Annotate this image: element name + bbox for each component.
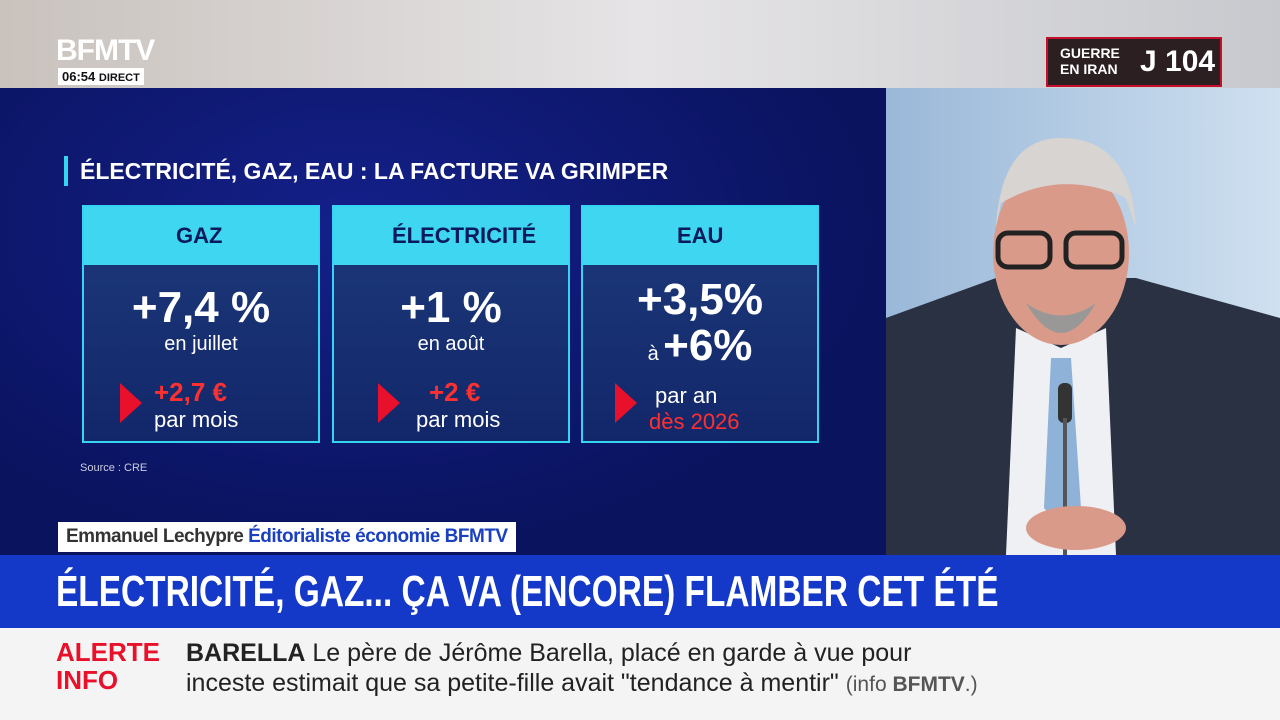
- since: dès 2026: [649, 409, 740, 434]
- arrow: [378, 383, 400, 423]
- period: par mois: [416, 407, 501, 432]
- amount: +2,7 €: [154, 377, 228, 407]
- topic: BARELLA: [186, 639, 306, 667]
- ticker-line: Le père de Jérôme Barella, placé en gard…: [312, 639, 912, 667]
- period: par mois: [154, 407, 239, 432]
- amount: +2 €: [429, 377, 481, 407]
- guest-name: Emmanuel Lechypre: [66, 526, 244, 547]
- info-panel: ÉLECTRICITÉ, GAZ, EAU : LA FACTURE VA GR…: [0, 88, 886, 555]
- period: par an: [655, 383, 718, 408]
- accent: [64, 156, 68, 186]
- rate: +1 %: [400, 283, 502, 332]
- arrow: [120, 383, 142, 423]
- card-label: EAU: [583, 207, 817, 265]
- rate-high: +6%: [663, 321, 753, 370]
- headline: ÉLECTRICITÉ, GAZ... ÇA VA (ENCORE) FLAMB…: [56, 567, 999, 616]
- card: EAU +3,5% à +6% par an dès 2026: [581, 205, 819, 443]
- panel-title: ÉLECTRICITÉ, GAZ, EAU : LA FACTURE VA GR…: [80, 158, 669, 184]
- card: GAZ +7,4 % en juillet +2,7 € par mois: [82, 205, 320, 443]
- live: DIRECT: [98, 72, 140, 84]
- logo: BFMTV: [56, 34, 155, 67]
- rate: +3,5%: [637, 275, 763, 324]
- badge-day: J 104: [1140, 45, 1216, 78]
- ticker-text: BARELLA Le père de Jérôme Barella, placé…: [186, 638, 978, 700]
- ticker-line: inceste estimait que sa petite-fille ava…: [186, 669, 839, 697]
- when: en juillet: [164, 333, 238, 355]
- clock: 06:54: [62, 69, 96, 84]
- badge-line: EN IRAN: [1060, 61, 1118, 77]
- source-close: .): [964, 673, 978, 696]
- card-label: GAZ: [84, 207, 318, 265]
- source-brand: BFMTV: [892, 673, 965, 696]
- when: en août: [417, 333, 485, 355]
- alert-line: ALERTE: [56, 637, 160, 667]
- alert-line: INFO: [56, 665, 119, 695]
- headline-bar: ÉLECTRICITÉ, GAZ... ÇA VA (ENCORE) FLAMB…: [0, 555, 1280, 628]
- rate-range: à +6%: [583, 323, 817, 379]
- joiner: à: [647, 343, 659, 365]
- source: Source : CRE: [80, 462, 148, 474]
- arrow: [615, 383, 637, 423]
- source-open: (info: [845, 673, 887, 696]
- card: ÉLECTRICITÉ +1 % en août +2 € par mois: [332, 205, 570, 443]
- guest-video: [886, 88, 1280, 555]
- alert: ALERTE INFO: [56, 638, 160, 694]
- ticker-source: (info BFMTV.): [846, 673, 978, 696]
- rate: +7,4 %: [131, 283, 271, 332]
- ticker: ALERTE INFO BARELLA Le père de Jérôme Bar…: [0, 628, 1280, 720]
- card-label: ÉLECTRICITÉ: [334, 207, 568, 265]
- lower-third: Emmanuel Lechypre Éditorialiste économie…: [58, 522, 516, 552]
- badge-line: GUERRE: [1060, 45, 1120, 61]
- badge: GUERRE EN IRAN J 104: [1046, 37, 1222, 87]
- badge-label: GUERRE EN IRAN: [1060, 45, 1120, 77]
- guest-role: Éditorialiste économie BFMTV: [248, 526, 508, 547]
- time: 06:54 DIRECT: [58, 68, 144, 85]
